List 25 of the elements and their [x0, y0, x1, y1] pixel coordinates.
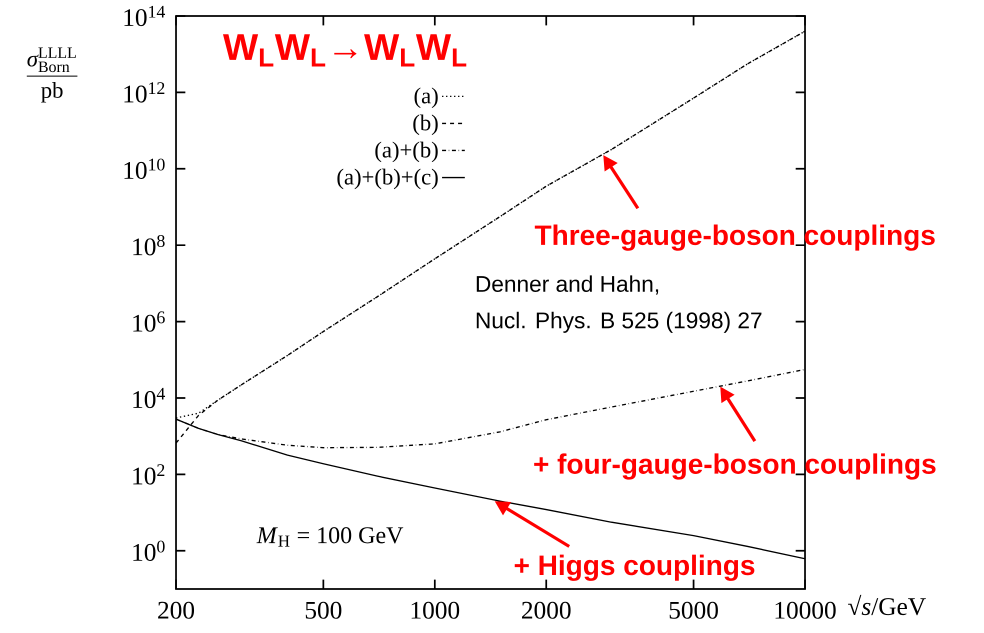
y-axis-title: $\frac{\textit{σ}^{\text{LLLL}}_{\text{Born}}}{\text{pb}}$ [26, 48, 78, 102]
x-tick-label: 1000 [412, 602, 460, 619]
y-tick-label: 10$^{0}$ [133, 540, 165, 562]
x-tick-label: 10000 [776, 602, 836, 619]
x-axis-title: √s/GeV [848, 594, 926, 616]
chart-title: W$_{L}$W$_{L}$→W$_{L}$W$_{L}$ [222, 34, 466, 66]
y-tick-label: 10$^{8}$ [133, 234, 165, 256]
annotation: M$_{H}$ = 100 GeV [256, 527, 404, 547]
annotation: Nucl. Phys. B 525 (1998) 27 [476, 312, 762, 333]
y-tick-label: 10$^{6}$ [133, 311, 165, 332]
legend-label: (a)+(b) [375, 142, 438, 162]
x-tick-label: 2000 [522, 602, 571, 619]
y-tick-label: 10$^{4}$ [133, 388, 166, 408]
y-tick-label: 10$^{10}$ [124, 158, 165, 179]
x-tick-label: 5000 [670, 602, 718, 619]
y-tick-label: 10$^{2}$ [133, 464, 164, 485]
legend-label: (a)+(b)+(c) [337, 168, 438, 190]
legend-label: (a) [414, 87, 438, 108]
y-tick-label: 10$^{14}$ [124, 6, 166, 26]
annotation: + Higgs couplings [514, 554, 754, 581]
legend-label: (b) [413, 114, 438, 136]
annotation: Denner and Hahn, [476, 275, 658, 295]
x-tick-label: 500 [306, 602, 342, 619]
x-tick-label: 200 [158, 602, 194, 619]
y-tick-label: 10$^{12}$ [124, 82, 164, 103]
